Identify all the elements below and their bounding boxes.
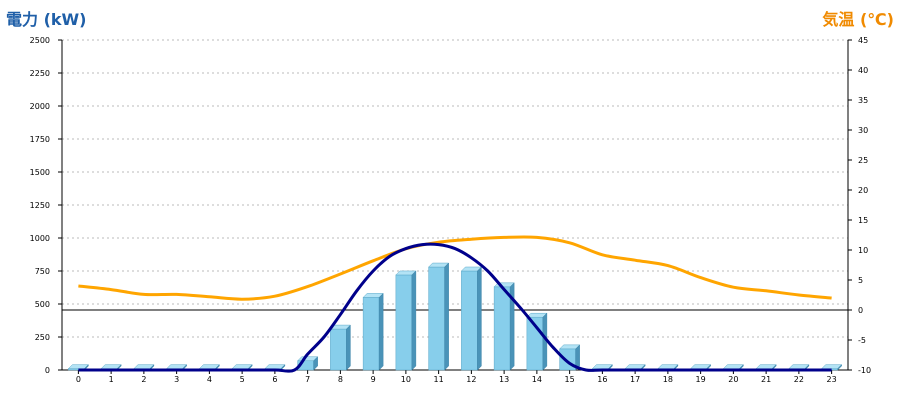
x-tick-label-1: 1	[109, 375, 114, 384]
right-tick-label-9: 35	[858, 96, 868, 105]
right-tick-label-6: 20	[858, 186, 868, 195]
x-tick-label-4: 4	[207, 375, 212, 384]
bar-10	[395, 270, 417, 371]
bar-side	[477, 266, 482, 371]
x-tick-label-7: 7	[305, 375, 310, 384]
left-tick-label-5: 1250	[30, 201, 50, 210]
left-tick-label-3: 750	[35, 267, 50, 276]
x-tick-label-5: 5	[240, 375, 245, 384]
x-tick-label-14: 14	[532, 375, 542, 384]
bar-12	[460, 266, 482, 371]
grid-lines	[62, 39, 848, 338]
bar-front	[362, 297, 380, 371]
x-tick-label-17: 17	[630, 375, 640, 384]
bar-side	[346, 324, 351, 371]
x-tick-label-21: 21	[761, 375, 771, 384]
x-tick-label-11: 11	[434, 375, 444, 384]
x-tick-label-9: 9	[371, 375, 376, 384]
right-tick-label-10: 40	[858, 66, 868, 75]
right-tick-label-7: 25	[858, 156, 868, 165]
line-series	[78, 235, 832, 373]
right-tick-label-5: 15	[858, 216, 868, 225]
axes	[58, 39, 852, 374]
bar-14	[526, 312, 548, 371]
x-tick-label-22: 22	[794, 375, 804, 384]
x-tick-label-8: 8	[338, 375, 343, 384]
right-axis-title: 気温 (℃)	[822, 10, 894, 29]
left-tick-label-0: 0	[45, 366, 50, 375]
x-tick-label-16: 16	[597, 375, 607, 384]
bar-9	[362, 292, 384, 371]
x-tick-label-10: 10	[401, 375, 411, 384]
x-tick-label-19: 19	[696, 375, 706, 384]
left-tick-label-6: 1500	[30, 168, 50, 177]
x-tick-label-15: 15	[565, 375, 575, 384]
left-tick-label-2: 500	[35, 300, 50, 309]
right-tick-label-4: 10	[858, 246, 868, 255]
bar-front	[493, 286, 511, 371]
x-tick-label-23: 23	[827, 375, 837, 384]
left-tick-label-4: 1000	[30, 234, 50, 243]
x-tick-label-12: 12	[466, 375, 476, 384]
right-tick-label-11: 45	[858, 36, 868, 45]
x-tick-label-20: 20	[728, 375, 738, 384]
bar-8	[329, 324, 351, 371]
bar-side	[444, 262, 449, 371]
bar-11	[428, 262, 450, 371]
bar-series	[67, 262, 843, 371]
right-tick-label-8: 30	[858, 126, 868, 135]
left-tick-label-8: 2000	[30, 102, 50, 111]
x-tick-label-0: 0	[76, 375, 81, 384]
bar-front	[461, 270, 478, 371]
bar-front	[395, 274, 413, 371]
bar-side	[837, 364, 842, 371]
bar-front	[330, 328, 347, 371]
x-tick-label-18: 18	[663, 375, 673, 384]
right-tick-label-3: 5	[858, 276, 863, 285]
x-tick-label-3: 3	[174, 375, 179, 384]
left-tick-label-10: 2500	[30, 36, 50, 45]
bar-side	[378, 292, 384, 371]
right-tick-label-1: -5	[858, 336, 866, 345]
right-tick-label-2: 0	[858, 306, 863, 315]
bar-side	[542, 312, 548, 371]
tick-labels: 02505007501000125015001750200022502500-1…	[30, 36, 871, 384]
x-tick-label-6: 6	[272, 375, 277, 384]
left-axis-title: 電力 (kW)	[6, 10, 87, 29]
bar-side	[313, 356, 318, 371]
left-tick-label-7: 1750	[30, 135, 50, 144]
left-tick-label-1: 250	[35, 333, 50, 342]
bar-front	[428, 266, 445, 371]
power-curve-line	[78, 242, 832, 373]
x-tick-label-13: 13	[499, 375, 509, 384]
left-tick-label-9: 2250	[30, 69, 50, 78]
temperature-line	[78, 235, 832, 301]
x-tick-label-2: 2	[141, 375, 146, 384]
bar-side	[575, 344, 580, 371]
bar-side	[411, 270, 417, 371]
right-tick-label-0: -10	[858, 366, 871, 375]
bar-side	[509, 282, 515, 371]
